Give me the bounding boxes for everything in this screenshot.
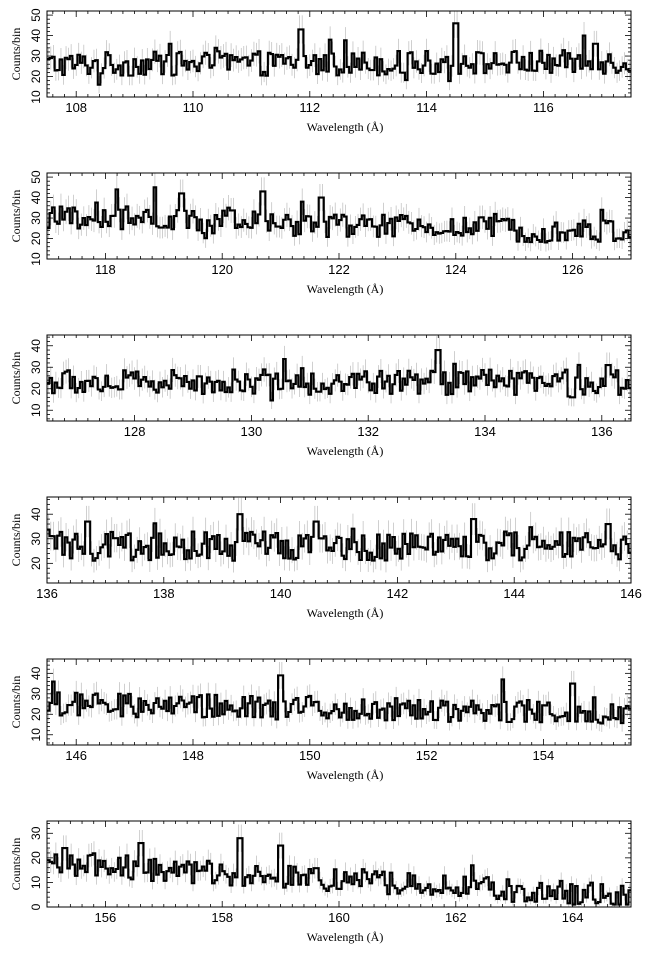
y-tick-label: 40 bbox=[29, 507, 43, 521]
y-tick-label: 30 bbox=[29, 826, 43, 840]
y-tick-label: 20 bbox=[29, 70, 43, 84]
y-tick-label: 10 bbox=[29, 403, 43, 417]
data-layer bbox=[47, 661, 631, 732]
y-tick-label: 20 bbox=[29, 707, 43, 721]
x-axis-label: Wavelength (Å) bbox=[307, 768, 384, 782]
y-axis-label: Counts/bin bbox=[9, 190, 23, 243]
plot-frame bbox=[46, 334, 632, 422]
x-tick-label: 160 bbox=[328, 910, 350, 925]
chart-panel-2: 118 120 122 124 126 10 20 30 40 50 Wavelength (Å) C… bbox=[9, 170, 632, 296]
x-tick-label: 162 bbox=[445, 910, 467, 925]
chart-panel-5: 146 148 150 152 154 10 20 30 40 Wavelength (Å) Cou… bbox=[9, 658, 632, 782]
x-tick-label: 136 bbox=[591, 424, 613, 439]
y-axis-label: Counts/bin bbox=[9, 838, 23, 891]
x-tick-label: 124 bbox=[445, 262, 467, 277]
x-tick-label: 152 bbox=[416, 748, 438, 763]
x-tick-label: 122 bbox=[328, 262, 350, 277]
x-tick-label: 142 bbox=[387, 586, 409, 601]
y-tick-label: 30 bbox=[29, 532, 43, 546]
x-tick-label: 146 bbox=[620, 586, 642, 601]
x-tick-label: 136 bbox=[36, 586, 58, 601]
x-tick-label: 156 bbox=[95, 910, 117, 925]
x-tick-label: 120 bbox=[211, 262, 233, 277]
chart-panel-6: 156 158 160 162 164 0 10 20 30 Wavelength (Å) Coun… bbox=[9, 820, 632, 944]
histogram-series bbox=[47, 349, 631, 402]
x-tick-label: 150 bbox=[299, 748, 321, 763]
y-tick-label: 10 bbox=[29, 875, 43, 889]
y-tick-label: 40 bbox=[29, 191, 43, 205]
histogram-series bbox=[47, 22, 631, 86]
x-tick-label: 118 bbox=[95, 262, 116, 277]
x-tick-label: 126 bbox=[562, 262, 584, 277]
x-axis-label: Wavelength (Å) bbox=[307, 606, 384, 620]
x-tick-label: 138 bbox=[153, 586, 175, 601]
x-tick-label: 148 bbox=[182, 748, 204, 763]
y-tick-label: 50 bbox=[29, 170, 43, 184]
x-tick-label: 108 bbox=[65, 100, 87, 115]
histogram-series bbox=[47, 674, 631, 725]
x-tick-label: 146 bbox=[65, 748, 87, 763]
y-axis-label: Counts/bin bbox=[9, 28, 23, 81]
x-tick-label: 128 bbox=[124, 424, 146, 439]
x-tick-label: 144 bbox=[503, 586, 525, 601]
y-tick-label: 40 bbox=[29, 339, 43, 353]
y-tick-label: 50 bbox=[29, 8, 43, 22]
chart-panel-1: 108 110 112 114 116 10 20 30 40 50 Wavelength (Å) C… bbox=[9, 8, 632, 134]
x-tick-label: 132 bbox=[357, 424, 379, 439]
x-tick-label: 140 bbox=[270, 586, 292, 601]
y-tick-label: 30 bbox=[29, 360, 43, 374]
x-tick-label: 130 bbox=[241, 424, 263, 439]
y-tick-label: 10 bbox=[29, 252, 43, 266]
histogram-series bbox=[47, 837, 631, 906]
data-layer bbox=[47, 497, 631, 573]
histogram-series bbox=[47, 513, 631, 562]
y-tick-label: 30 bbox=[29, 211, 43, 225]
data-layer bbox=[47, 11, 631, 94]
x-tick-label: 114 bbox=[416, 100, 437, 115]
x-tick-label: 154 bbox=[533, 748, 555, 763]
y-tick-label: 20 bbox=[29, 851, 43, 865]
data-layer bbox=[47, 173, 631, 252]
x-tick-label: 110 bbox=[183, 100, 204, 115]
y-tick-label: 40 bbox=[29, 29, 43, 43]
x-tick-label: 158 bbox=[211, 910, 233, 925]
y-tick-label: 20 bbox=[29, 382, 43, 396]
y-tick-label: 30 bbox=[29, 687, 43, 701]
x-axis-label: Wavelength (Å) bbox=[307, 930, 384, 944]
x-axis-label: Wavelength (Å) bbox=[307, 120, 384, 134]
y-tick-label: 20 bbox=[29, 556, 43, 570]
x-tick-label: 112 bbox=[299, 100, 320, 115]
plot-frame bbox=[46, 10, 632, 98]
x-axis-label: Wavelength (Å) bbox=[307, 282, 384, 296]
y-axis-label: Counts/bin bbox=[9, 676, 23, 729]
y-tick-label: 30 bbox=[29, 49, 43, 63]
data-layer bbox=[47, 824, 631, 907]
data-layer bbox=[47, 336, 631, 410]
y-tick-label: 20 bbox=[29, 232, 43, 246]
histogram-series bbox=[47, 186, 631, 244]
y-tick-label: 0 bbox=[29, 903, 43, 910]
x-tick-label: 164 bbox=[562, 910, 584, 925]
y-axis-label: Counts/bin bbox=[9, 352, 23, 405]
y-tick-label: 40 bbox=[29, 666, 43, 680]
chart-panel-4: 136 138 140 142 144 146 20 30 40 Wavelength (Å) Co… bbox=[9, 496, 642, 620]
y-tick-label: 10 bbox=[29, 728, 43, 742]
y-axis-label: Counts/bin bbox=[9, 514, 23, 567]
chart-panel-3: 128 130 132 134 136 10 20 30 40 Wavelength (Å) Cou… bbox=[9, 334, 632, 458]
x-axis-label: Wavelength (Å) bbox=[307, 444, 384, 458]
y-tick-label: 10 bbox=[29, 90, 43, 104]
x-tick-label: 134 bbox=[474, 424, 496, 439]
x-tick-label: 116 bbox=[533, 100, 554, 115]
